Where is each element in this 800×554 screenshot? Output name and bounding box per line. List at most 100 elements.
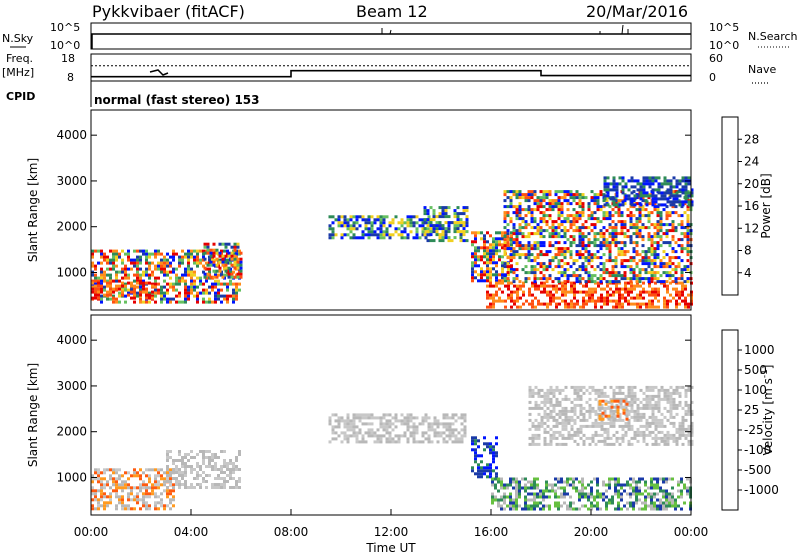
- heat-cell: [659, 280, 663, 284]
- colorbar-tick-label: 100: [744, 383, 767, 397]
- heat-cell: [632, 489, 635, 493]
- heat-cell: [445, 425, 449, 429]
- heat-cell: [572, 196, 576, 200]
- heat-cell: [585, 409, 589, 413]
- heat-cell: [474, 246, 477, 250]
- heat-cell: [665, 495, 668, 499]
- heat-cell: [612, 185, 616, 189]
- heat-cell: [585, 424, 589, 428]
- heat-cell: [233, 275, 237, 279]
- heat-cell: [623, 274, 627, 278]
- heat-cell: [599, 262, 603, 266]
- heat-cell: [166, 264, 169, 268]
- heat-cell: [665, 477, 668, 481]
- heat-cell: [665, 241, 669, 245]
- heat-cell: [445, 440, 449, 444]
- heat-cell: [477, 466, 480, 470]
- heat-cell: [582, 305, 585, 309]
- heat-cell: [575, 217, 579, 221]
- heat-cell: [681, 299, 684, 303]
- heat-cell: [686, 268, 690, 272]
- heat-cell: [438, 224, 442, 228]
- heat-cell: [669, 436, 673, 440]
- heat-cell: [492, 246, 495, 250]
- heat-cell: [645, 179, 649, 183]
- heat-cell: [492, 460, 495, 464]
- heat-cell: [677, 238, 681, 242]
- heat-cell: [668, 229, 672, 233]
- heat-cell: [569, 235, 573, 239]
- heat-cell: [379, 221, 383, 225]
- heat-cell: [618, 305, 621, 309]
- heat-cell: [603, 391, 607, 395]
- heat-cell: [551, 229, 555, 233]
- heat-cell: [593, 196, 597, 200]
- heat-cell: [220, 477, 223, 480]
- heat-cell: [588, 385, 592, 389]
- heat-cell: [412, 437, 416, 441]
- heat-cell: [178, 453, 181, 456]
- heat-cell: [515, 238, 519, 242]
- heat-cell: [560, 220, 564, 224]
- heat-cell: [486, 231, 489, 235]
- heat-cell: [576, 433, 580, 437]
- heat-cell: [576, 415, 580, 419]
- heat-cell: [630, 296, 633, 300]
- heat-cell: [142, 252, 145, 256]
- heat-cell: [352, 233, 356, 237]
- heat-cell: [622, 405, 626, 409]
- heat-cell: [687, 427, 691, 431]
- heat-cell: [647, 504, 650, 508]
- heat-cell: [644, 489, 647, 493]
- heat-cell: [635, 202, 639, 206]
- heat-cell: [166, 450, 169, 453]
- heat-cell: [627, 179, 631, 183]
- heat-cell: [659, 244, 663, 248]
- heat-cell: [533, 241, 537, 245]
- heat-cell: [151, 282, 154, 286]
- heat-cell: [190, 273, 193, 277]
- heat-cell: [187, 264, 190, 268]
- heat-cell: [175, 471, 178, 474]
- heat-cell: [617, 250, 621, 254]
- heat-cell: [671, 235, 675, 239]
- heat-cell: [572, 217, 576, 221]
- heat-cell: [596, 238, 600, 242]
- heat-cell: [582, 302, 585, 306]
- heat-cell: [545, 208, 549, 212]
- heat-cell: [403, 416, 407, 420]
- heat-cell: [202, 477, 205, 480]
- heat-cell: [542, 268, 546, 272]
- heat-cell: [624, 397, 628, 401]
- heat-cell: [650, 480, 653, 484]
- heat-cell: [687, 305, 690, 309]
- heat-cell: [507, 284, 510, 288]
- heat-cell: [659, 274, 663, 278]
- heat-cell: [527, 492, 530, 496]
- heat-cell: [654, 296, 657, 300]
- heat-cell: [385, 440, 389, 444]
- heat-cell: [650, 244, 654, 248]
- heat-cell: [590, 489, 593, 493]
- heat-cell: [602, 492, 605, 496]
- heat-cell: [614, 262, 618, 266]
- heat-cell: [534, 436, 538, 440]
- heat-cell: [528, 287, 531, 291]
- heat-cell: [674, 250, 678, 254]
- heat-cell: [542, 241, 546, 245]
- heat-cell: [486, 475, 489, 479]
- heat-cell: [660, 424, 664, 428]
- heat-cell: [569, 190, 573, 194]
- heat-cell: [546, 415, 550, 419]
- heat-cell: [620, 214, 624, 218]
- heat-cell: [501, 276, 504, 280]
- heat-cell: [605, 241, 609, 245]
- heat-cell: [557, 507, 560, 511]
- heat-cell: [611, 238, 615, 242]
- x-tick-label: 20:00: [574, 525, 609, 539]
- heat-cell: [615, 194, 619, 198]
- heat-cell: [548, 265, 552, 269]
- heat-cell: [599, 507, 602, 511]
- heat-cell: [581, 202, 585, 206]
- heat-cell: [587, 507, 590, 511]
